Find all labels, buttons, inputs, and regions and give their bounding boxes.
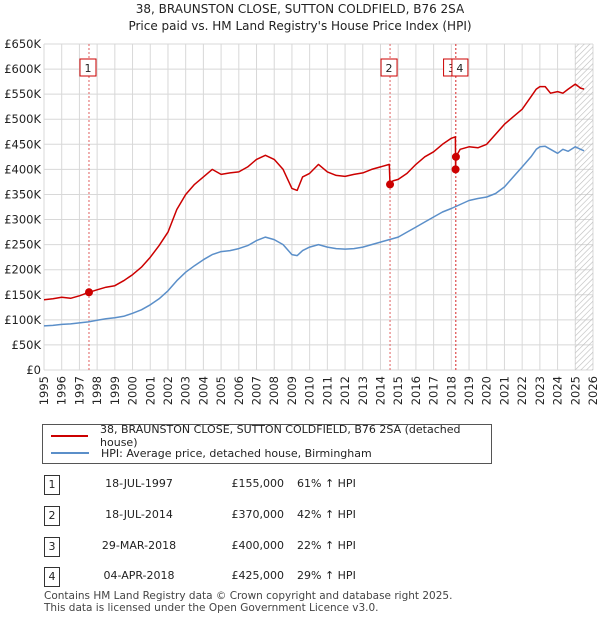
sale-marker-box — [451, 58, 469, 77]
x-tick-label: 2014 — [373, 376, 387, 405]
plot-area — [44, 44, 593, 370]
legend-item-property: 38, BRAUNSTON CLOSE, SUTTON COLDFIELD, B… — [51, 423, 491, 449]
series-line — [43, 83, 585, 301]
x-tick-label: 2024 — [551, 376, 565, 405]
x-tick-label: 2010 — [303, 376, 317, 405]
y-tick-label: £300K — [4, 213, 41, 227]
sale-marker-label: 4 — [456, 62, 463, 75]
x-tick-label: 2019 — [462, 376, 476, 405]
x-tick-label: 2003 — [179, 376, 193, 405]
transaction-row: 4 04-APR-2018 £425,000 29% ↑ HPI — [42, 567, 562, 589]
x-tick-label: 1999 — [108, 376, 122, 405]
y-tick-label: £150K — [4, 288, 41, 302]
x-tick-label: 2022 — [515, 376, 529, 405]
x-tick-label: 2011 — [320, 376, 334, 405]
sale-point — [386, 180, 395, 189]
footer-licence: This data is licensed under the Open Gov… — [44, 602, 379, 614]
transaction-hpi: 42% ↑ HPI — [297, 508, 356, 521]
y-tick-label: £250K — [4, 238, 41, 252]
y-tick-label: £350K — [4, 187, 41, 201]
sale-point — [451, 152, 460, 161]
x-tick-label: 2004 — [196, 376, 210, 405]
transaction-row: 3 29-MAR-2018 £400,000 22% ↑ HPI — [42, 537, 562, 559]
transaction-number: 3 — [44, 537, 60, 557]
x-tick-label: 2008 — [267, 376, 281, 405]
y-tick-label: £200K — [4, 263, 41, 277]
x-tick-label: 2017 — [427, 376, 441, 405]
y-tick-label: £100K — [4, 313, 41, 327]
transaction-price: £155,000 — [231, 477, 285, 490]
transaction-hpi: 29% ↑ HPI — [297, 569, 356, 582]
transaction-number: 4 — [44, 567, 60, 587]
x-tick-label: 1996 — [55, 376, 69, 405]
transaction-price: £370,000 — [231, 508, 285, 521]
sale-point — [84, 288, 93, 297]
y-tick-label: £450K — [4, 137, 41, 151]
y-tick-label: £550K — [4, 87, 41, 101]
x-tick-label: 2005 — [214, 376, 228, 405]
x-tick-label: 1997 — [72, 376, 86, 405]
transaction-hpi: 61% ↑ HPI — [297, 477, 356, 490]
x-tick-label: 2007 — [250, 376, 264, 405]
x-tick-label: 2000 — [126, 376, 140, 405]
sale-marker-label: 1 — [84, 62, 91, 75]
y-tick-label: £0 — [26, 363, 41, 377]
x-tick-label: 2006 — [232, 376, 246, 405]
legend-swatch-hpi — [51, 452, 89, 454]
x-tick-label: 1998 — [90, 376, 104, 405]
transaction-date: 18-JUL-1997 — [105, 477, 173, 490]
legend: 38, BRAUNSTON CLOSE, SUTTON COLDFIELD, B… — [42, 423, 492, 464]
x-tick-label: 2021 — [497, 376, 511, 405]
transaction-row: 2 18-JUL-2014 £370,000 42% ↑ HPI — [42, 506, 562, 528]
transaction-number: 1 — [44, 475, 60, 495]
transaction-date: 04-APR-2018 — [103, 569, 175, 582]
transaction-date: 18-JUL-2014 — [105, 508, 173, 521]
x-tick-label: 2015 — [391, 376, 405, 405]
sale-marker-box — [79, 58, 97, 77]
y-tick-label: £50K — [12, 338, 42, 352]
x-tick-label: 2026 — [586, 376, 600, 405]
x-tick-label: 2002 — [161, 376, 175, 405]
x-tick-label: 2020 — [480, 376, 494, 405]
x-tick-label: 2009 — [285, 376, 299, 405]
x-tick-label: 2025 — [568, 376, 582, 405]
chart-title: 38, BRAUNSTON CLOSE, SUTTON COLDFIELD, B… — [135, 2, 465, 16]
legend-label-hpi: HPI: Average price, detached house, Birm… — [101, 446, 372, 460]
price-chart: 1234 £0£50K£100K£150K£200K£250K£300K£350… — [4, 37, 600, 405]
x-tick-label: 2013 — [356, 376, 370, 405]
sale-marker-box — [380, 58, 398, 77]
transaction-number: 2 — [44, 506, 60, 526]
sale-point — [451, 165, 460, 174]
sale-marker-label: 2 — [386, 62, 393, 75]
chart-subtitle: Price paid vs. HM Land Registry's House … — [128, 19, 472, 33]
forecast-hatch — [575, 44, 593, 370]
y-tick-label: £500K — [4, 112, 41, 126]
legend-label-property: 38, BRAUNSTON CLOSE, SUTTON COLDFIELD, B… — [100, 423, 461, 449]
x-tick-label: 2012 — [338, 376, 352, 405]
footer-copyright: Contains HM Land Registry data © Crown c… — [44, 590, 453, 602]
y-tick-label: £650K — [4, 37, 41, 51]
transaction-date: 29-MAR-2018 — [101, 539, 177, 552]
x-tick-label: 1995 — [37, 376, 51, 405]
x-tick-label: 2016 — [409, 376, 423, 405]
transaction-row: 1 18-JUL-1997 £155,000 61% ↑ HPI — [42, 475, 562, 497]
series-line — [43, 145, 585, 327]
transaction-price: £400,000 — [231, 539, 285, 552]
transaction-price: £425,000 — [231, 569, 285, 582]
legend-swatch-property — [51, 435, 89, 437]
x-tick-label: 2001 — [143, 376, 157, 405]
y-tick-label: £400K — [4, 162, 41, 176]
x-tick-label: 2018 — [444, 376, 458, 405]
y-tick-label: £600K — [4, 62, 41, 76]
transaction-hpi: 22% ↑ HPI — [297, 539, 356, 552]
legend-item-hpi: HPI: Average price, detached house, Birm… — [51, 445, 372, 461]
x-tick-label: 2023 — [533, 376, 547, 405]
